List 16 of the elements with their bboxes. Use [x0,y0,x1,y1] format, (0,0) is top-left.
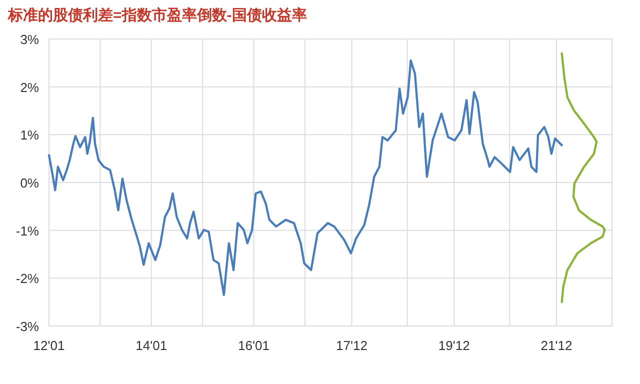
y-tick-label: 0% [20,176,40,190]
x-tick-label: 21'12 [540,338,572,353]
y-tick-label: -1% [16,223,40,238]
x-tick-label: 16'01 [238,338,270,353]
y-tick-label: -3% [16,319,40,334]
x-tick-label: 17'12 [336,338,368,353]
y-tick-label: 1% [20,128,40,143]
y-tick-label: 2% [20,80,40,95]
chart-title: 标准的股债利差=指数市盈率倒数-国债收益率 [7,6,307,24]
y-tick-label: -2% [16,271,40,286]
line-series [48,59,563,296]
y-tick-label: 3% [20,32,40,47]
x-tick-label: 14'01 [136,338,168,353]
x-tick-label: 12'01 [33,338,65,353]
x-tick-label: 19'12 [438,338,470,353]
line-series [560,52,606,304]
